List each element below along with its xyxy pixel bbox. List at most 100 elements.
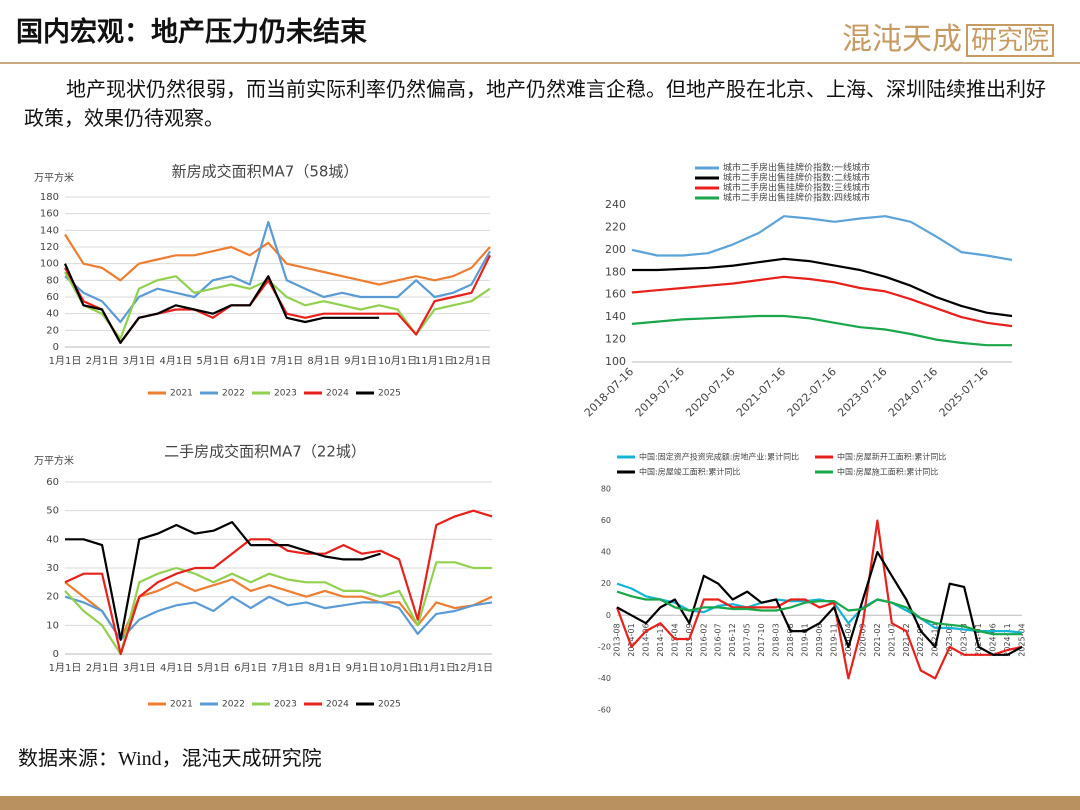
- y-tick-label: 100: [605, 355, 626, 368]
- x-tick-label: 2023-07-16: [835, 365, 889, 419]
- y-tick-label: 120: [40, 242, 59, 253]
- x-tick-label: 3月1日: [123, 662, 156, 674]
- y-tick-label: 40: [601, 548, 611, 557]
- x-tick-label: 5月1日: [197, 662, 230, 674]
- x-tick-label: 2021-12: [902, 623, 911, 656]
- x-tick-label: 2024-11: [1003, 623, 1012, 656]
- legend-label: 城市二手房出售挂牌价指数:四线城市: [723, 192, 870, 204]
- x-tick-label: 2016-02: [699, 623, 708, 656]
- x-tick-label: 2022-07-16: [785, 365, 839, 419]
- x-tick-label: 2019-11: [829, 623, 838, 656]
- x-tick-label: 2020-07-16: [683, 365, 737, 419]
- series-line: [632, 257, 1013, 318]
- x-tick-label: 2025-04: [1018, 623, 1027, 656]
- series-line: [631, 314, 1012, 347]
- x-tick-label: 2019-07-16: [633, 365, 687, 419]
- x-tick-label: 12月1日: [454, 662, 493, 674]
- y-tick-label: 240: [605, 198, 626, 211]
- y-tick-label: 180: [40, 192, 59, 203]
- x-tick-label: 2022-10: [931, 623, 940, 656]
- y-unit: 万平方米: [34, 171, 74, 184]
- legend-label: 城市二手房出售挂牌价指数:三线城市: [723, 182, 870, 194]
- body-text: 地产现状仍然很弱，而当前实际利率仍然偏高，地产仍然难言企稳。但地产股在北京、上海…: [24, 79, 1046, 130]
- y-tick-label: -60: [598, 706, 611, 715]
- x-tick-label: 2021-07-16: [734, 365, 788, 419]
- legend-label: 2023: [274, 700, 297, 710]
- series-line: [64, 271, 491, 340]
- series-line: [64, 509, 493, 656]
- y-tick-label: 60: [46, 477, 59, 488]
- logo: 混沌天成 研究院: [842, 14, 1054, 58]
- y-tick-label: 20: [46, 325, 59, 336]
- y-tick-label: 180: [605, 265, 626, 278]
- x-tick-label: 2014-01: [627, 623, 636, 656]
- legend-label: 中国:固定资产投资完成额:房地产业:累计同比: [639, 452, 799, 462]
- y-tick-label: 0: [53, 342, 59, 353]
- y-tick-label: 40: [46, 309, 59, 320]
- footer-band: [0, 796, 1080, 810]
- legend-label: 2025: [378, 389, 401, 399]
- y-tick-label: 160: [40, 209, 59, 220]
- y-tick-label: 140: [40, 225, 59, 236]
- y-tick-label: 200: [605, 243, 626, 256]
- x-tick-label: 4月1日: [160, 662, 193, 674]
- x-tick-label: 2024-01: [974, 623, 983, 656]
- logo-box: 研究院: [965, 24, 1054, 57]
- x-tick-label: 10月1日: [380, 662, 419, 674]
- x-tick-label: 2020-09: [858, 623, 867, 656]
- legend-label: 中国:房屋新开工面积:累计同比: [837, 452, 946, 462]
- legend-label: 2021: [170, 700, 193, 710]
- header-rule: [0, 62, 1080, 64]
- legend-label: 2023: [274, 389, 297, 399]
- legend-label: 2022: [222, 700, 245, 710]
- legend-label: 城市二手房出售挂牌价指数:二线城市: [723, 172, 870, 184]
- x-tick-label: 9月1日: [344, 355, 377, 367]
- x-tick-label: 2016-07: [714, 623, 723, 656]
- y-tick-label: 140: [605, 310, 626, 323]
- x-tick-label: 9月1日: [346, 662, 379, 674]
- x-tick-label: 2019-06: [815, 623, 824, 656]
- x-tick-label: 2014-11: [656, 623, 665, 656]
- source: 数据来源：Wind，混沌天成研究院: [18, 748, 322, 770]
- x-tick-label: 2021-07: [887, 623, 896, 656]
- x-tick-label: 1月1日: [49, 355, 82, 367]
- x-tick-label: 2021-02: [873, 623, 882, 656]
- series-line: [64, 220, 491, 324]
- series-line: [63, 263, 380, 344]
- y-tick-label: 100: [40, 259, 59, 270]
- x-tick-label: 2014-06: [641, 623, 650, 656]
- legend-label: 城市二手房出售挂牌价指数:一线城市: [723, 162, 870, 174]
- y-tick-label: 60: [46, 292, 59, 303]
- series-line: [631, 215, 1013, 261]
- x-tick-label: 11月1日: [415, 355, 454, 367]
- series-line: [64, 595, 493, 641]
- x-tick-label: 10月1日: [378, 355, 417, 367]
- logo-main: 混沌天成: [841, 23, 962, 56]
- x-tick-label: 2024-06: [989, 623, 998, 656]
- x-tick-label: 2013-08: [613, 623, 622, 656]
- x-tick-label: 2019-01: [801, 623, 810, 656]
- y-unit: 万平方米: [34, 454, 74, 467]
- x-tick-label: 6月1日: [234, 662, 267, 674]
- x-tick-label: 6月1日: [233, 355, 266, 367]
- series-line: [64, 233, 491, 286]
- y-tick-label: 0: [606, 611, 611, 620]
- y-tick-label: 0: [53, 649, 59, 660]
- x-tick-label: 2017-05: [743, 623, 752, 656]
- x-tick-label: 2016-12: [728, 623, 737, 656]
- x-tick-label: 2017-10: [757, 623, 766, 656]
- x-tick-label: 2018-08: [786, 623, 795, 656]
- series-line: [615, 519, 1023, 680]
- x-tick-label: 3月1日: [123, 355, 156, 367]
- x-tick-label: 12月1日: [452, 355, 491, 367]
- x-tick-label: 2022-05: [916, 623, 925, 656]
- y-tick-label: 40: [46, 534, 59, 545]
- y-tick-label: 220: [605, 220, 626, 233]
- y-tick-label: 10: [46, 620, 59, 631]
- x-tick-label: 2018-03: [772, 623, 781, 656]
- x-tick-label: 2月1日: [86, 355, 119, 367]
- y-tick-label: 160: [605, 288, 626, 301]
- chart-title: 新房成交面积MA7（58城）: [172, 163, 359, 181]
